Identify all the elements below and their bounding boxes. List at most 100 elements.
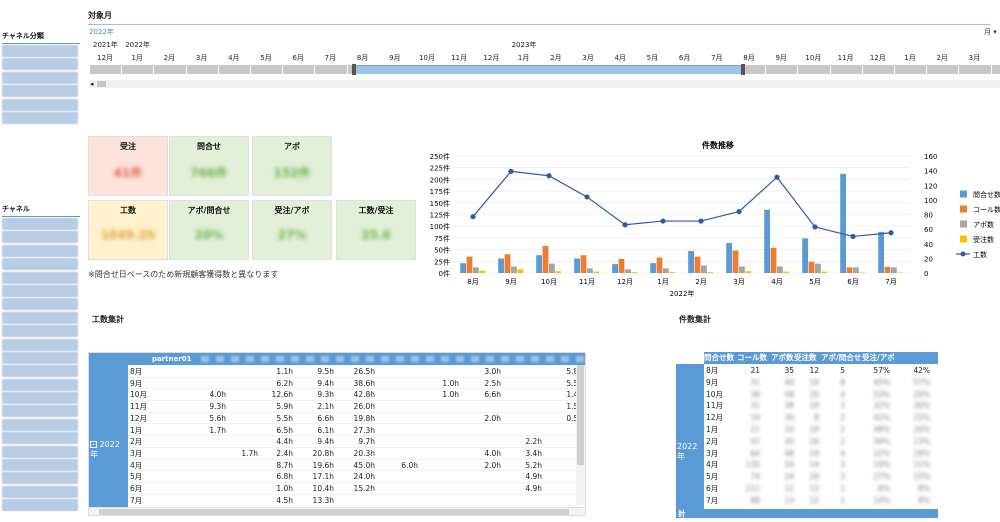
hours-cell: 5.6h [209, 413, 226, 423]
channel-class-item[interactable] [2, 45, 78, 57]
hours-cell: 24.0h [353, 472, 375, 482]
timeline-month[interactable]: 12月 [483, 54, 500, 62]
count-cell: 30% [913, 401, 930, 411]
timeline-month[interactable]: 1月 [517, 54, 530, 62]
channel-item[interactable] [2, 284, 78, 297]
timeline-month[interactable]: 12月 [97, 54, 113, 62]
chart-x-tick: 6月 [847, 278, 858, 286]
channel-item[interactable] [2, 244, 78, 257]
channel-item[interactable] [2, 311, 78, 324]
channel-item[interactable] [2, 378, 78, 391]
chart-y-tick: 100件 [430, 222, 450, 231]
channel-item[interactable] [2, 459, 78, 472]
hours-cell: 9.4h [317, 378, 334, 388]
hours-cell: 6.0h [401, 460, 418, 470]
timeline-selection[interactable] [354, 65, 744, 74]
timeline-month[interactable]: 3月 [195, 54, 208, 62]
timeline-start-handle[interactable] [352, 64, 356, 75]
timeline-scrollbar[interactable]: ◂ [89, 80, 1000, 88]
timeline-month[interactable]: 1月 [131, 54, 143, 62]
legend-marker [960, 251, 966, 257]
hours-table-vscroll[interactable] [576, 365, 585, 505]
chart-line-point [888, 230, 894, 236]
channel-item[interactable] [2, 218, 78, 230]
channel-class-item[interactable] [2, 98, 78, 111]
timeline-scroll-thumb[interactable] [97, 81, 106, 87]
channel-item[interactable] [2, 392, 78, 405]
channel-class-item[interactable] [2, 71, 78, 84]
channel-item[interactable] [2, 351, 78, 364]
timeline-month[interactable]: 9月 [389, 54, 401, 62]
chart-x-tick: 5月 [809, 278, 820, 286]
kpi-card: 問合せ 766件 [169, 136, 249, 196]
timeline-month[interactable]: 4月 [228, 54, 240, 62]
channel-item[interactable] [2, 271, 78, 284]
channel-class-item[interactable] [2, 58, 78, 71]
count-cell: 30 [784, 413, 794, 423]
timeline-month[interactable]: 8月 [743, 54, 755, 62]
channel-item[interactable] [2, 418, 78, 431]
channel-item[interactable] [2, 472, 78, 485]
timeline-month[interactable]: 8月 [356, 54, 369, 62]
channel-class-item[interactable] [2, 85, 78, 98]
table-row: 7月 88 13 12 1 14% 8% [704, 495, 938, 507]
timeline-month[interactable]: 10月 [805, 54, 822, 62]
timeline-month[interactable]: 3月 [968, 54, 981, 62]
channel-item[interactable] [2, 485, 78, 498]
timeline-month[interactable]: 7月 [324, 54, 337, 62]
table-row: 2月 47 35 16 2 34% 13% [704, 436, 938, 448]
timeline-month[interactable]: 2月 [550, 54, 562, 62]
timeline-month[interactable]: 4月 [614, 54, 626, 62]
timeline-month[interactable]: 5月 [646, 54, 659, 62]
count-cell: 88 [750, 495, 760, 505]
timeline-tick [88, 65, 90, 74]
row-month: 10月 [706, 389, 724, 399]
count-total-row: 計 [676, 509, 938, 518]
count-header-cell: 受注/アポ [862, 353, 895, 362]
hours-cell: 6.5h [276, 425, 293, 435]
kpi-value: 25.6 [361, 228, 391, 242]
channel-item[interactable] [2, 365, 78, 378]
channel-item[interactable] [2, 231, 78, 244]
timeline-month[interactable]: 3月 [582, 54, 594, 62]
timeline-month[interactable]: 12月 [869, 54, 886, 62]
timeline-month[interactable]: 6月 [678, 54, 691, 62]
channel-item[interactable] [2, 432, 78, 445]
timeline-month[interactable]: 5月 [260, 54, 272, 62]
legend-label: 受注数 [973, 235, 994, 244]
channel-item[interactable] [2, 405, 78, 418]
count-cell: 53% [873, 389, 890, 399]
channel-item[interactable] [2, 499, 78, 512]
channel-class-item[interactable] [2, 111, 78, 124]
table-row: 8月 21 35 12 5 57% 42% [704, 365, 938, 377]
channel-item[interactable] [2, 325, 78, 338]
timeline-month[interactable]: 9月 [775, 54, 787, 62]
hours-year-cell[interactable]: − 2022年 [89, 365, 128, 515]
timeline-month[interactable]: 4月 [991, 53, 1000, 63]
hours-table-hscroll[interactable] [89, 507, 585, 515]
timeline-month[interactable]: 6月 [292, 54, 304, 62]
channel-item[interactable] [2, 258, 78, 271]
chart-bar [460, 263, 466, 273]
scroll-left-arrow-icon[interactable]: ◂ [90, 80, 94, 88]
count-table-header: 問合せ数 コール数 アポ数 受注数 アポ/問合せ 受注/アポ [704, 352, 938, 364]
row-month: 1月 [706, 425, 719, 434]
collapse-icon[interactable]: − [90, 441, 97, 448]
channel-item[interactable] [2, 445, 78, 458]
row-month: 12月 [130, 413, 148, 423]
count-cell: 29% [913, 448, 930, 458]
timeline-end-handle[interactable] [741, 64, 745, 75]
timeline-month[interactable]: 11月 [451, 54, 468, 62]
hours-header-cell [561, 356, 569, 362]
row-month: 2月 [130, 437, 143, 447]
timeline-month[interactable]: 1月 [904, 54, 916, 62]
timeline-unit-dropdown[interactable]: 月 ▾ [984, 28, 997, 36]
timeline-month[interactable]: 10月 [419, 54, 435, 62]
timeline-month[interactable]: 7月 [711, 54, 723, 62]
count-cell: 12 [809, 366, 819, 375]
timeline-month[interactable]: 11月 [837, 54, 854, 62]
timeline-month[interactable]: 2月 [936, 54, 948, 62]
channel-item[interactable] [2, 338, 78, 351]
channel-item[interactable] [2, 298, 78, 311]
timeline-month[interactable]: 2月 [163, 54, 176, 62]
